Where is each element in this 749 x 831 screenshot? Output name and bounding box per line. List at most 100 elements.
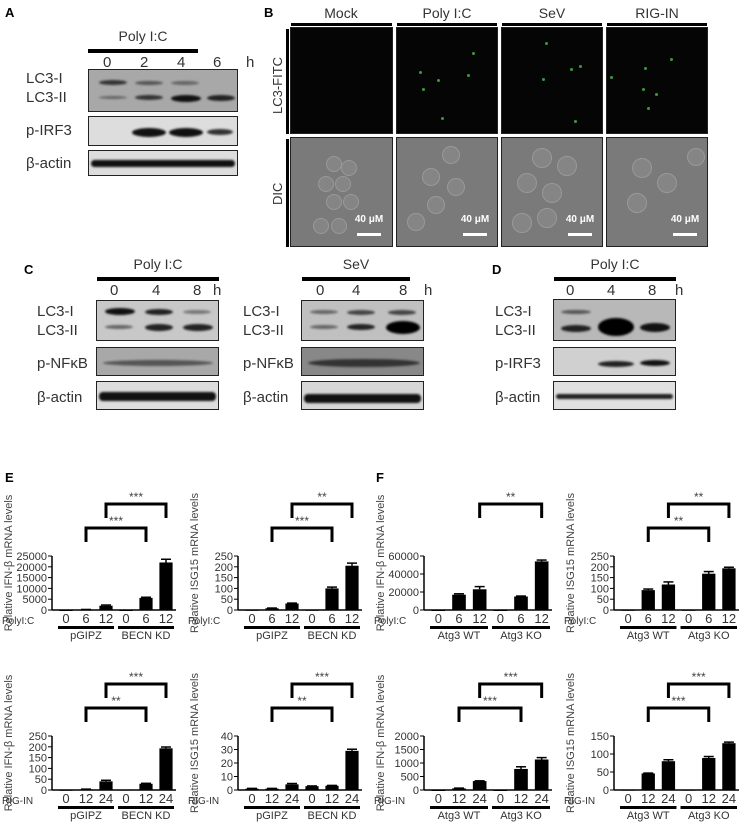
time-unit: h [424,282,433,299]
group-label: pGIPZ [70,810,102,822]
group-bar [244,626,300,629]
panel-label-d: D [492,262,502,277]
x-tick-label: 0 [62,611,69,626]
significance-bracket [457,706,523,722]
panel-a-treatment-bar [88,49,198,53]
x-tick-label: 12 [534,611,548,626]
bar [59,789,73,791]
x-tick-label: 12 [265,791,279,806]
significance-label: *** [295,514,309,528]
scale-bar [463,233,487,236]
bar [452,594,466,610]
y-axis-label: Relative ISG15 mRNA levels [565,673,577,813]
panel-label-f: F [376,470,384,485]
timepoint: 8 [193,282,202,299]
x-tick-label: 12 [99,611,113,626]
group-label: BECN KD [308,810,357,822]
time-unit: h [675,282,684,299]
treatment-label: PolyI:C [564,616,596,627]
group-bar [430,626,488,629]
y-axis-label: Relative IFN-β mRNA levels [375,674,387,811]
y-tick-label: 100 [591,749,609,761]
bar [431,790,446,791]
micrograph-fitc-sev [501,27,603,134]
chart-e-ifnb-polyic: Relative IFN-β mRNA levels 0 5000 10000 1500… [0,470,186,645]
chart-f-ifnb-rig-in: Relative IFN-β mRNA levels 0 500 1000 1500 20… [372,650,562,826]
group-label: Atg3 WT [438,810,481,822]
bar [661,584,676,610]
blot-d-beta-actin [553,381,676,410]
significance-label: *** [109,514,123,528]
blot-c2-beta-actin [301,381,424,410]
bar [472,781,487,790]
blot-a-beta-actin [88,150,238,176]
x-tick-label: 12 [722,611,736,626]
bar [514,596,528,610]
group-bar [680,626,737,629]
timepoint: 6 [213,54,222,71]
bar [621,609,635,611]
y-tick-label: 0 [227,605,233,617]
bar [514,768,528,790]
scale-bar [673,233,697,236]
significance-bracket [270,526,334,542]
y-axis-label: Relative IFN-β mRNA levels [3,494,15,631]
y-tick-label: 0 [227,785,233,797]
bar [305,786,319,790]
blot-label-lc3-i: LC3-I [495,303,532,320]
y-tick-label: 1500 [395,745,419,757]
blot-label-p-nfkb: p-NFκB [243,355,294,372]
blot-c2-lc3 [301,300,424,341]
micrograph-dic-mock: 40 μM [290,137,393,247]
group-label: pGIPZ [256,810,288,822]
bar [534,759,549,790]
bar [139,783,153,790]
y-axis-label: Relative ISG15 mRNA levels [189,493,201,633]
y-tick-label: 200 [29,742,47,754]
significance-bracket [84,706,148,722]
group-label: pGIPZ [256,630,288,642]
scale-bar-label: 40 μM [565,214,595,225]
significance-bracket [646,706,711,722]
x-tick-label: 0 [248,791,255,806]
bar [681,609,696,611]
y-tick-label: 0 [41,605,47,617]
x-tick-label: 6 [517,611,524,626]
bar [305,609,319,611]
y-tick-label: 150 [591,573,609,585]
bar [325,588,339,610]
x-tick-label: 0 [497,611,504,626]
group-bar [492,626,550,629]
group-label: Atg3 WT [627,630,670,642]
group-bar [118,626,174,629]
row-bar [286,29,289,134]
y-tick-label: 0 [603,605,609,617]
x-tick-label: 12 [79,791,93,806]
column-bar [397,23,497,26]
bar [722,568,736,610]
timepoint: 0 [110,282,119,299]
y-tick-label: 50 [35,774,47,786]
x-tick-label: 24 [722,791,736,806]
bar [119,610,133,611]
y-tick-label: 150 [215,573,233,585]
significance-label: ** [506,490,516,504]
treatment-label: RIG-IN [564,796,595,807]
bar [345,565,359,610]
x-tick-label: 24 [661,791,675,806]
bar [702,757,716,790]
scale-bar-label: 40 μM [670,214,700,225]
y-tick-label: 250 [29,731,47,743]
y-tick-label: 25000 [16,551,47,563]
significance-label: *** [671,694,685,708]
y-tick-label: 5000 [23,594,47,606]
timepoint: 8 [399,282,408,299]
chart-f-isg15-polyic: Relative ISG15 mRNA levels 0 50 100 150 200 25… [562,470,749,645]
significance-bracket [290,682,354,698]
y-tick-label: 150 [591,731,609,743]
y-tick-label: 200 [215,562,233,574]
blot-label-lc3-i: LC3-I [26,70,63,87]
x-tick-label: 12 [641,791,655,806]
bar [661,761,676,790]
timepoint: 8 [648,282,657,299]
